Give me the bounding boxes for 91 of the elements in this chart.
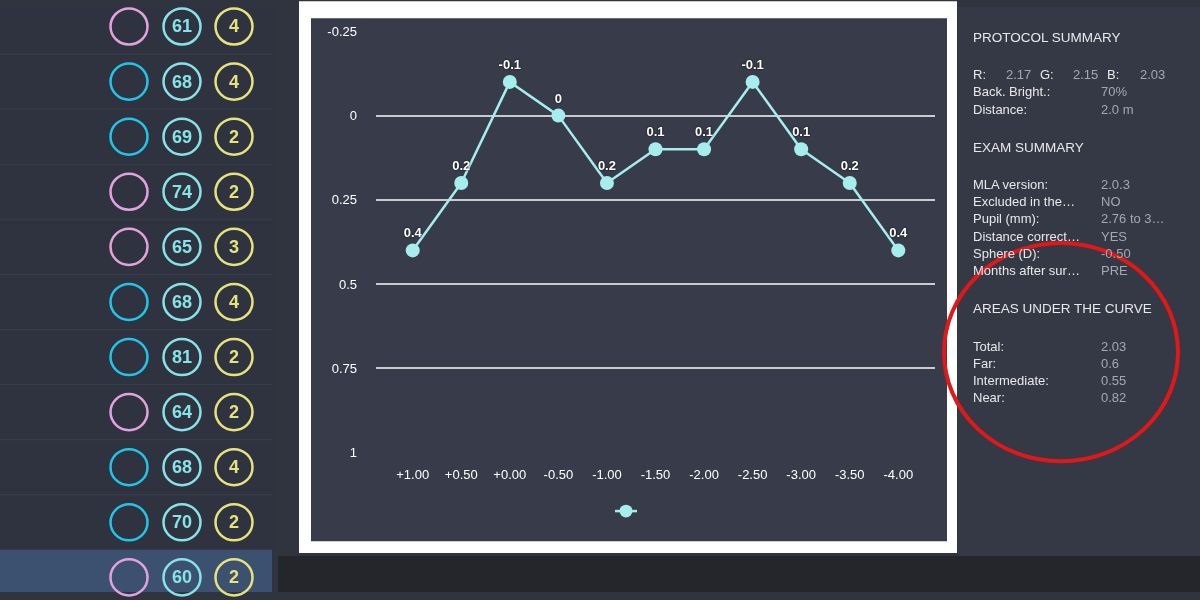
- text: B:: [1107, 67, 1120, 82]
- y-tick-label: -0.25: [327, 23, 357, 39]
- point: [599, 176, 614, 190]
- y-tick-label: 0.75: [331, 360, 357, 376]
- point: [794, 142, 809, 157]
- y-tick-label: 0.25: [331, 192, 357, 208]
- text: 70%: [1101, 84, 1128, 99]
- point: [502, 74, 517, 89]
- text: Near:: [973, 390, 1005, 405]
- text: 70: [172, 512, 193, 532]
- text: 2: [229, 512, 240, 532]
- text: NO: [1101, 194, 1121, 209]
- text: 2: [229, 347, 240, 367]
- x-tick-label: -3.50: [834, 466, 865, 482]
- text: 68: [172, 457, 193, 477]
- text: G:: [1040, 67, 1054, 82]
- text: MLA version:: [973, 177, 1049, 192]
- data-label: 0.2: [452, 158, 471, 174]
- text: EXAM SUMMARY: [973, 140, 1084, 155]
- x-tick-label: +0.00: [493, 466, 527, 482]
- data-label: 0.1: [792, 124, 811, 140]
- text: Excluded in the…: [973, 194, 1075, 209]
- text: 2.03: [1140, 67, 1166, 82]
- point: [745, 74, 760, 89]
- text: 4: [229, 16, 240, 36]
- data-label: 0.1: [695, 124, 714, 140]
- text: 2.0 m: [1101, 102, 1134, 117]
- text: 2: [229, 182, 240, 202]
- text: YES: [1101, 229, 1128, 244]
- data-label: 0.2: [840, 158, 859, 174]
- point: [551, 108, 566, 123]
- text: 2.0.3: [1101, 177, 1130, 192]
- text: 2.76 to 3…: [1101, 211, 1165, 226]
- text: 2: [229, 127, 240, 147]
- text: R:: [973, 67, 986, 82]
- data-label: 0.4: [889, 225, 909, 241]
- data-label: -0.1: [741, 56, 764, 72]
- y-tick-label: 0.5: [338, 276, 357, 292]
- text: 4: [229, 292, 240, 312]
- text: 2: [229, 567, 240, 587]
- text: 4: [229, 457, 240, 477]
- text: 64: [172, 402, 193, 422]
- x-tick-label: -4.00: [883, 466, 914, 482]
- text: 60: [172, 567, 193, 587]
- text: 0.55: [1101, 373, 1127, 388]
- text: 4: [229, 72, 240, 92]
- x-tick-label: -1.00: [592, 466, 622, 482]
- text: Back. Bright.:: [973, 84, 1051, 99]
- point: [842, 176, 857, 190]
- text: 61: [172, 16, 193, 36]
- text: 65: [172, 237, 193, 257]
- x-tick-label: -2.50: [737, 466, 768, 482]
- data-label: 0.4: [403, 225, 423, 241]
- text: 2.17: [1006, 67, 1032, 82]
- text: Total:: [973, 339, 1005, 354]
- text: 2.15: [1073, 67, 1099, 82]
- text: 81: [172, 347, 193, 367]
- text: Pupil (mm):: [973, 211, 1040, 226]
- text: Distance:: [973, 102, 1028, 117]
- text: PROTOCOL SUMMARY: [973, 30, 1121, 45]
- text: 0.6: [1101, 356, 1120, 371]
- x-tick-label: -2.00: [689, 466, 719, 482]
- text: 69: [172, 127, 193, 147]
- point: [405, 243, 420, 258]
- text: 0.82: [1101, 390, 1127, 405]
- text: 2: [229, 402, 240, 422]
- text: 68: [172, 72, 193, 92]
- x-tick-label: +1.00: [396, 466, 430, 482]
- text: 74: [172, 182, 193, 202]
- point: [454, 176, 469, 190]
- text: Intermediate:: [973, 373, 1049, 388]
- text: PRE: [1101, 263, 1129, 278]
- text: AREAS UNDER THE CURVE: [973, 301, 1152, 316]
- data-label: -0.1: [498, 56, 522, 72]
- data-label: 0.1: [646, 124, 665, 140]
- point: [648, 142, 663, 157]
- x-tick-label: +0.50: [444, 466, 478, 482]
- y-tick-label: 0: [349, 108, 357, 124]
- text: 68: [172, 292, 193, 312]
- y-tick-label: 1: [349, 445, 357, 461]
- text: Far:: [973, 356, 997, 371]
- text: 2.03: [1101, 339, 1127, 354]
- x-tick-label: -0.50: [543, 466, 574, 482]
- text: 3: [229, 237, 240, 257]
- data-label: 0.2: [597, 158, 616, 174]
- x-tick-label: -3.00: [786, 466, 816, 482]
- point: [697, 142, 712, 157]
- point: [891, 243, 906, 258]
- text: Distance correct…: [973, 229, 1080, 244]
- x-tick-label: -1.50: [640, 466, 671, 482]
- data-label: 0: [554, 90, 562, 106]
